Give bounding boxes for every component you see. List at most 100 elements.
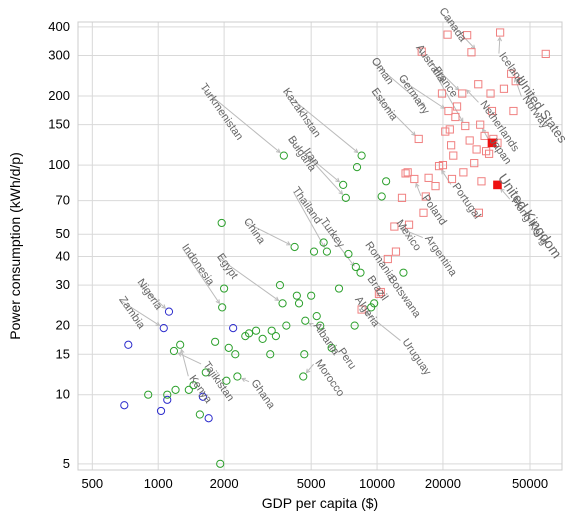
data-point-square [511,77,520,86]
leader-line [441,170,452,185]
data-point-square [470,159,479,168]
data-point-circle [377,192,386,201]
data-point-square [451,112,460,122]
data-point-highlight [493,180,502,190]
data-point-square [357,305,366,314]
data-point-square [484,149,494,158]
data-point-circle [144,390,153,399]
leader-arrow [399,227,405,232]
data-point-circle [399,268,408,277]
leader-arrow [305,368,311,374]
x-tick-label: 10000 [359,476,395,491]
data-point-circle [216,459,225,468]
leader-line [241,378,250,383]
data-point-square [410,174,419,184]
leader-arrow [240,377,246,383]
data-point-circle [357,151,366,160]
y-tick-label: 200 [48,88,70,103]
leader-line [321,222,355,267]
data-point-circle [266,350,275,359]
y-tick-label: 70 [56,193,70,208]
data-point-square [414,134,423,144]
data-point-circle [309,247,319,256]
data-point-square [476,120,485,129]
data-point-circle [231,350,240,359]
data-point-circle [316,321,325,330]
data-point-circle [244,329,254,338]
leader-arrow [308,322,314,328]
country-labels: NigeriaZambiaIndonesiaEgyptChinaTurkmeni… [116,6,570,412]
leader-arrow [179,348,185,354]
leader-arrow [215,299,220,305]
data-point-circle [211,337,220,346]
data-point-circle [201,368,210,377]
data-point-circle [334,284,344,293]
leader-arrow [497,36,502,42]
data-point-circle [124,340,133,349]
data-point-square [397,193,407,202]
data-point-square [424,173,433,182]
data-point-circle [344,249,353,259]
country-label-estonia: Estonia [369,86,400,124]
data-point-circle [217,218,226,228]
data-point-circle [382,177,391,186]
data-point-circle [120,401,129,410]
leader-arrow [332,346,337,351]
data-markers [120,28,550,468]
leader-line [292,191,325,248]
leader-arrow [275,148,281,154]
leader-arrow [350,261,355,267]
data-point-circle [294,299,304,308]
leader-arrow [286,241,292,246]
data-point-square [447,174,457,184]
data-point-square [474,208,484,217]
x-tick-label: 20000 [425,476,461,491]
data-point-circle [169,346,179,356]
leader-arrow [338,190,344,195]
y-tick-label: 30 [56,277,70,292]
data-point-circle [341,193,350,202]
x-axis-title: GDP per capita ($) [262,495,378,511]
data-point-circle [307,291,316,300]
data-point-circle [299,372,308,381]
data-point-circle [279,151,288,160]
data-point-circle [222,376,231,385]
data-point-square [461,121,470,131]
data-point-square [445,125,454,134]
data-point-square [482,147,491,156]
leader-line [500,188,511,200]
data-point-square [447,141,456,150]
data-point-square [383,254,392,264]
data-point-circle [327,343,336,352]
country-label-thailand: Thailand [290,185,324,226]
data-point-circle [218,303,227,312]
country-label-oman: Oman [369,56,396,87]
leader-arrow [459,117,464,123]
y-tick-label: 400 [48,19,70,34]
leader-arrow [177,352,183,357]
leader-arrow [353,148,359,154]
x-tick-label: 50000 [512,476,548,491]
y-tick-label: 300 [48,48,70,63]
leader-line [201,87,281,153]
leader-line [466,89,479,103]
data-point-circle [267,326,276,335]
data-point-circle [171,385,180,394]
leader-line [138,282,166,309]
y-tick-label: 15 [56,346,70,361]
y-tick-label: 10 [56,387,70,402]
country-label-kazakhstan: Kazakhstan [280,86,323,140]
data-point-square [421,192,430,201]
country-label-morocco: Morocco [312,357,346,398]
data-point-circle [312,311,321,321]
data-point-square [437,89,447,98]
data-point-circle [219,284,229,293]
data-point-square [444,106,453,116]
data-point-square [374,289,384,298]
country-label-portugal: Portugal [450,181,483,221]
data-point-circle [224,343,233,352]
data-point-circle [233,372,242,381]
leader-arrow [274,296,280,302]
data-point-square [477,177,486,186]
